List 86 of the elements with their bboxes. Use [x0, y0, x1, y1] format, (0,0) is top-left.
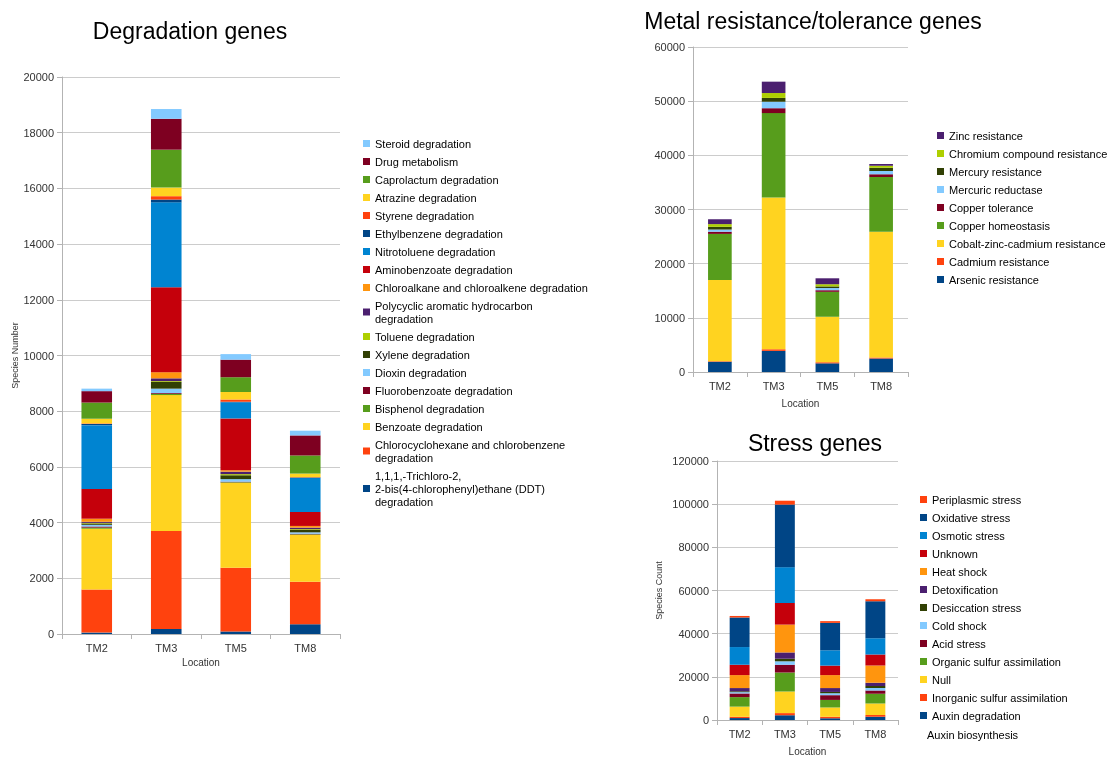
legend-label: Null	[932, 673, 951, 686]
x-tick-label: TM8	[294, 641, 317, 654]
legend-label: Chlorocyclohexane and chlorobenzene degradation	[375, 438, 569, 464]
legend-label: Acid stress	[932, 637, 987, 650]
text: Auxin biosynthesis	[927, 728, 1019, 741]
legend-label: Cobalt-zinc-cadmium resistance	[949, 237, 1106, 250]
chart-title: Stress genes	[747, 429, 883, 456]
legend-label: Desiccation stress	[932, 601, 1022, 614]
y-tick-label: 20000	[678, 670, 709, 683]
legend-label: Chromium compound resistance	[949, 147, 1108, 160]
legend-label: Dioxin degradation	[375, 366, 467, 379]
y-tick-label: 60000	[654, 41, 685, 53]
y-tick-label: 20000	[23, 71, 54, 83]
x-tick-label: TM3	[773, 727, 796, 740]
legend-label: Atrazine degradation	[375, 191, 477, 204]
legend-label: Benzoate degradation	[375, 420, 483, 433]
x-tick-label: TM5	[819, 727, 842, 740]
legend-label: Aminobenzoate degradation	[375, 263, 513, 276]
y-tick-label: 0	[47, 628, 54, 640]
legend-label: Copper tolerance	[949, 201, 1034, 214]
y-tick-label: 0	[702, 714, 709, 726]
y-tick-label: 0	[678, 366, 685, 378]
legend-label: Nitrotoluene degradation	[375, 245, 496, 258]
x-tick-label: TM2	[708, 379, 731, 392]
legend-label: Periplasmic stress	[932, 493, 1022, 506]
x-axis-title: Location	[788, 745, 827, 757]
y-tick-label: 16000	[23, 182, 54, 195]
legend-label: Cadmium resistance	[949, 255, 1050, 268]
legend-label: Fluorobenzoate degradation	[375, 384, 513, 397]
x-tick-label: TM2	[728, 727, 751, 740]
legend-label: Oxidative stress	[932, 511, 1011, 524]
legend-label: Mercury resistance	[949, 165, 1042, 178]
legend-label: Cold shock	[932, 619, 987, 632]
legend-label: Arsenic resistance	[949, 273, 1039, 286]
x-tick-label: TM5	[816, 379, 839, 392]
legend-label: Osmotic stress	[932, 529, 1006, 542]
y-tick-label: 8000	[29, 405, 54, 418]
y-tick-label: 6000	[29, 460, 54, 473]
legend-label: 1,1,1,-Trichloro-2,2-bis(4-chlorophenyl)ethane (DDT) degradation	[375, 469, 549, 508]
chart-title: Degradation genes	[92, 17, 288, 44]
legend-label: Inorganic sulfur assimilation	[932, 691, 1068, 704]
y-tick-label: 100000	[672, 498, 709, 511]
chart-title: Metal resistance/tolerance genes	[644, 7, 982, 34]
legend-label: Copper homeostasis	[949, 219, 1051, 232]
x-axis-title: Location	[182, 657, 220, 669]
y-tick-label: 20000	[654, 257, 685, 270]
y-tick-label: 30000	[654, 203, 685, 216]
x-tick-label: TM3	[155, 641, 178, 654]
x-tick-label: TM8	[870, 379, 893, 392]
legend-label: Bisphenol degradation	[375, 402, 485, 415]
y-tick-label: 40000	[654, 149, 685, 162]
y-tick-label: 80000	[678, 541, 709, 554]
y-tick-label: 120000	[672, 455, 709, 467]
legend-label: Auxin degradation	[932, 709, 1021, 722]
y-axis-title: Species Count	[653, 560, 664, 620]
y-tick-label: 60000	[678, 584, 709, 597]
x-tick-label: TM8	[864, 727, 887, 740]
legend-label: Mercuric reductase	[949, 183, 1043, 196]
y-tick-label: 4000	[29, 516, 54, 529]
y-tick-label: 14000	[23, 238, 54, 251]
y-tick-label: 18000	[23, 126, 54, 139]
legend-label: Steroid degradation	[375, 137, 472, 150]
legend-label: Styrene degradation	[375, 209, 475, 222]
legend-label: Caprolactum degradation	[375, 173, 499, 186]
legend-label: Chloroalkane and chloroalkene degradation	[375, 281, 588, 294]
legend-label: Polycyclic aromatic hydrocarbon degradation	[375, 299, 536, 325]
legend-label: Detoxification	[932, 583, 999, 596]
y-tick-label: 10000	[23, 349, 54, 362]
y-tick-label: 2000	[29, 572, 54, 585]
x-tick-label: TM2	[85, 641, 108, 654]
legend-label: Zinc resistance	[949, 129, 1023, 142]
legend-label: Drug metabolism	[375, 155, 459, 168]
x-axis-title: Location	[781, 397, 820, 409]
y-axis-title: Species Number	[10, 322, 21, 389]
x-tick-label: TM3	[762, 379, 785, 392]
y-tick-label: 40000	[678, 627, 709, 640]
y-tick-label: 10000	[654, 311, 685, 324]
legend-label: Toluene degradation	[375, 330, 475, 343]
legend-label: Heat shock	[932, 565, 988, 578]
legend-label: Unknown	[932, 547, 978, 560]
x-tick-label: TM5	[224, 641, 247, 654]
legend-label: Organic sulfur assimilation	[932, 655, 1061, 668]
y-tick-label: 50000	[654, 95, 685, 108]
legend-label: Ethylbenzene degradation	[375, 227, 503, 240]
y-tick-label: 12000	[23, 293, 54, 306]
legend-label: Xylene degradation	[375, 348, 470, 361]
